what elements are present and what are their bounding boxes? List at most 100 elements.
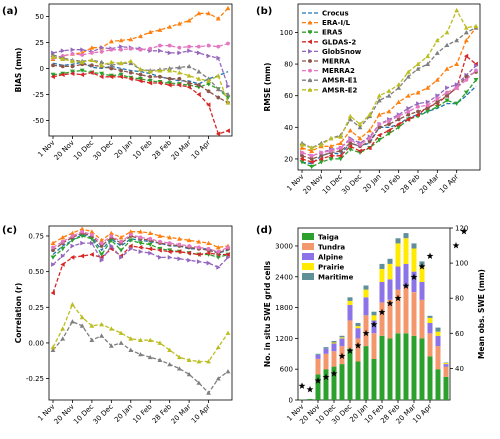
bar-Tundra [315,358,321,375]
y2-tick-label: 60 [455,330,464,338]
point-GlobSnow [60,253,66,259]
y-tick-label: 0.25 [28,304,44,312]
y-tick-label: 20 [284,155,293,163]
y-tick-label: 1200 [275,335,293,343]
point-AMSR-E1 [196,69,202,74]
bar-Alpine [443,364,449,367]
point-MERRA [128,70,133,75]
mean-obs-swe-star [452,241,460,249]
point-AMSR-E2 [70,302,75,307]
point-MERRA2 [206,246,211,251]
point-ERA5 [463,90,469,95]
point-MERRA2 [445,90,449,95]
bar-Alpine [403,263,409,287]
point-AMSR-E1 [444,42,450,48]
point-AMSR-E2 [367,112,373,117]
point-MERRA [196,83,201,87]
x-tick-label: 10 Dec [321,173,344,196]
point-MERRA [464,74,469,79]
point-ERA-I/L [347,128,353,133]
point-GLDAS-2 [79,253,85,259]
point-AMSR-E2 [376,93,382,98]
point-GlobSnow [226,83,231,89]
point-MERRA2 [70,51,75,56]
point-GlobSnow [206,260,211,266]
bar-Maritime [443,362,449,363]
point-ERA-I/L [434,77,440,82]
mean-obs-swe-star [394,294,402,302]
point-ERA-I/L [50,240,56,246]
point-AMSR-E2 [454,7,460,13]
point-AMSR-E1 [176,65,182,70]
point-ERA5 [328,157,334,162]
point-ERA-I/L [367,128,373,133]
point-ERA-I/L [118,37,124,43]
point-GlobSnow [109,243,114,249]
series-line-AMSR-E1 [52,320,229,394]
point-GLDAS-2 [347,143,353,149]
point-ERA-I/L [70,230,75,236]
point-GLDAS-2 [70,254,75,260]
bar-Taiga [427,356,433,400]
bar-Prairie [331,342,337,344]
point-AMSR-E2 [405,69,411,74]
x-tick-label: 10 Feb [131,138,154,161]
legend-swatch [302,233,314,240]
point-MERRA [319,153,324,158]
bar-Prairie [387,263,393,280]
point-ERA-I/L [425,85,431,90]
legend-label: GLDAS-2 [322,38,356,46]
bar-Prairie [347,300,353,305]
point-AMSR-E2 [309,145,315,150]
point-MERRA2 [300,150,304,155]
point-ERA-I/L [309,148,315,153]
legend-swatch [302,243,314,250]
point-ERA5 [89,236,95,242]
point-ERA5 [79,68,85,73]
point-ERA-I/L [444,66,450,71]
series-line-GLDAS-2 [52,245,228,294]
point-MERRA [109,66,114,71]
legend-marker [307,39,312,45]
bar-Taiga [315,374,321,400]
point-ERA-I/L [206,240,211,246]
point-MERRA2 [80,53,85,57]
point-ERA-I/L [206,10,211,16]
x-tick-label: 20 Nov [302,173,325,196]
point-GLDAS-2 [176,249,182,255]
point-GLDAS-2 [367,145,372,151]
x-tick-label: 10 Dec [72,139,95,162]
point-GLDAS-2 [99,74,104,80]
mean-obs-swe-star [418,263,426,270]
point-ERA5 [50,72,56,78]
point-AMSR-E1 [396,85,402,90]
x-tick-label: 10 Dec [72,403,95,426]
bar-Alpine [371,320,377,334]
point-GLDAS-2 [108,74,114,80]
bar-Taiga [371,358,377,400]
series-AMSR-E2 [50,54,231,105]
legend-item-GlobSnow: GlobSnow [302,48,362,56]
point-AMSR-E2 [176,70,182,75]
bar-Maritime [339,335,345,338]
bar-Taiga [395,333,401,400]
mean-obs-swe-star [322,373,330,381]
point-GlobSnow [216,264,221,270]
point-GlobSnow [226,254,231,260]
point-ERA5 [70,69,75,74]
point-MERRA [338,149,343,153]
point-ERA-I/L [157,27,163,32]
bar-Taiga [307,399,313,400]
y-tick-label: 0.75 [28,232,44,240]
bar-Maritime [387,258,393,264]
point-AMSR-E1 [70,319,75,324]
legend-marker [307,30,313,35]
y-tick-label: 40 [284,124,293,132]
point-MERRA2 [177,45,182,50]
point-AMSR-E1 [147,354,153,360]
point-AMSR-E2 [186,73,192,78]
point-ERA5 [206,82,211,87]
x-tick-label: 10 Apr [190,403,212,425]
point-AMSR-E2 [70,58,75,64]
